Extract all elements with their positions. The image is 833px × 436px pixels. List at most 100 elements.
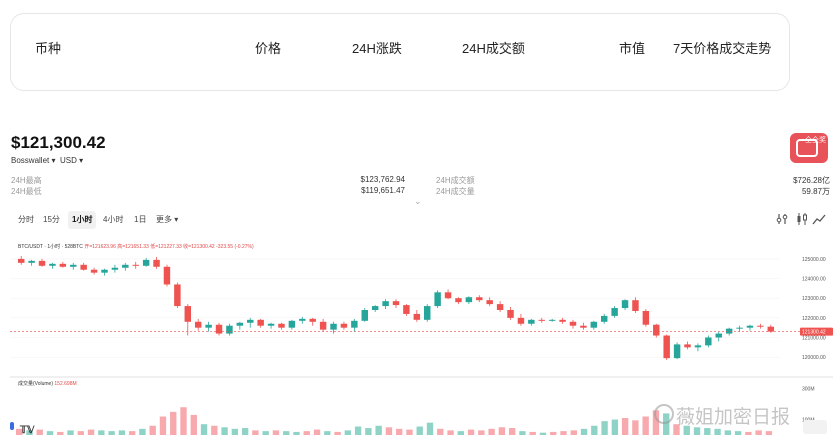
draw-tool-icon[interactable]	[812, 212, 826, 226]
volume-bar	[570, 430, 577, 435]
candle-body	[684, 344, 691, 348]
volume-bar	[724, 430, 732, 435]
volume-bar	[508, 428, 516, 435]
volume-bar	[57, 431, 64, 435]
candle-body	[132, 264, 139, 266]
column-header-7d-trend[interactable]: 7天价格成交走势	[673, 41, 772, 56]
stat-low-label: 24H最低	[11, 187, 42, 196]
timeframe-1h[interactable]: 1小时	[68, 211, 97, 229]
candle-body	[444, 292, 452, 299]
stat-turnover-label: 24H成交额	[436, 176, 475, 185]
candle-body	[361, 310, 368, 321]
candle-body	[382, 301, 389, 307]
stat-volume-value: 59.87万	[801, 187, 830, 196]
candle-body	[424, 306, 431, 320]
column-header-market-cap[interactable]: 市值	[619, 41, 646, 56]
volume-bar	[36, 429, 43, 435]
candle-body	[226, 325, 233, 334]
price-tick: 125000.00	[802, 257, 826, 263]
candle-body	[70, 264, 77, 267]
volume-bar	[642, 416, 649, 435]
candle-body	[351, 320, 358, 328]
volume-bar	[293, 431, 300, 435]
timeframe-4h[interactable]: 4小时	[103, 215, 124, 224]
candle-body	[538, 319, 545, 321]
scroll-to-latest-button[interactable]	[803, 420, 827, 434]
candle-body	[673, 344, 681, 359]
candle-body	[153, 259, 160, 267]
chart-handle[interactable]	[10, 422, 14, 430]
column-header-price[interactable]: 价格	[255, 41, 282, 56]
volume-bar	[190, 414, 197, 435]
candle-body	[725, 328, 733, 334]
column-header-coin[interactable]: 币种	[35, 41, 62, 56]
timeframe-15m[interactable]: 15分	[43, 215, 60, 224]
candle-body	[340, 323, 348, 328]
indicator-sliders-icon[interactable]	[775, 212, 789, 226]
candle-body	[486, 300, 493, 305]
candle-body	[28, 260, 35, 263]
candle-body	[319, 321, 327, 330]
candle-body	[528, 319, 535, 324]
candle-body	[465, 297, 473, 303]
candle-body	[205, 324, 212, 328]
volume-bar	[457, 431, 464, 435]
volume-bar	[416, 426, 423, 435]
candles-layer	[10, 255, 800, 361]
brand-badge-label: 全全奖	[805, 137, 826, 144]
volume-bar	[591, 425, 598, 435]
volume-bar	[98, 430, 105, 435]
candle-body	[715, 333, 722, 338]
candle-body	[90, 269, 98, 273]
candle-body	[621, 300, 629, 309]
volume-bar	[170, 411, 177, 435]
candle-body	[642, 310, 650, 325]
pair-label: BTC/USDT · 1小时 · 528BTC	[18, 244, 83, 250]
expand-chevron-icon[interactable]: ⌄	[414, 196, 422, 206]
candle-body	[80, 264, 87, 270]
volume-bar	[652, 410, 660, 435]
candle-body	[507, 310, 514, 318]
volume-bar	[46, 431, 54, 435]
candle-body	[288, 320, 296, 328]
volume-label: 成交量(Volume)	[18, 381, 54, 387]
current-price: $121,300.42	[11, 133, 106, 152]
candle-body	[569, 321, 577, 326]
column-header-24h-turnover[interactable]: 24H成交额	[462, 41, 525, 56]
candle-body	[38, 260, 46, 266]
watermark-text: 薇姐加密日报	[676, 407, 791, 428]
volume-bar	[765, 431, 773, 435]
market-header-card: 币种 价格 24H涨跌 24H成交额 市值 7天价格成交走势	[10, 13, 790, 91]
volume-bar	[663, 413, 670, 435]
candle-body	[257, 319, 264, 326]
timeframe-1d[interactable]: 1日	[134, 215, 147, 224]
candle-body	[236, 322, 244, 326]
brand-badge[interactable]: 全全奖	[790, 133, 828, 163]
price-tick: 123000.00	[802, 296, 826, 302]
candle-body	[371, 306, 379, 310]
candle-type-icon[interactable]	[795, 212, 809, 226]
price-tick: 124000.00	[802, 277, 826, 283]
volume-bar	[375, 425, 382, 435]
candle-body	[548, 319, 556, 321]
currency-selector[interactable]: USD ▾	[60, 156, 84, 165]
candle-body	[580, 325, 587, 328]
volume-bar	[447, 430, 454, 435]
volume-bar	[67, 430, 74, 435]
candle-body	[392, 301, 400, 306]
volume-bar	[26, 430, 33, 435]
volume-layer	[16, 407, 773, 435]
timeframe-line[interactable]: 分时	[18, 215, 34, 224]
column-header-24h-change[interactable]: 24H涨跌	[352, 41, 402, 56]
volume-bar	[16, 428, 23, 435]
tradingview-logo: 𝕋𝕍	[20, 425, 35, 436]
candle-body	[434, 292, 441, 307]
volume-bar	[159, 416, 167, 435]
timeframe-more[interactable]: 更多 ▾	[156, 215, 179, 224]
candlestick-chart[interactable]: 125000.00 124000.00 123000.00 122000.00 1210…	[10, 236, 833, 435]
volume-bar	[580, 428, 588, 435]
wallet-selector[interactable]: Bosswallet ▾	[11, 156, 56, 165]
chart-legend: BTC/USDT · 1小时 · 528BTC 开=121623.96 高=12…	[18, 243, 254, 250]
volume-bar	[683, 425, 690, 435]
volume-bar	[755, 430, 762, 435]
